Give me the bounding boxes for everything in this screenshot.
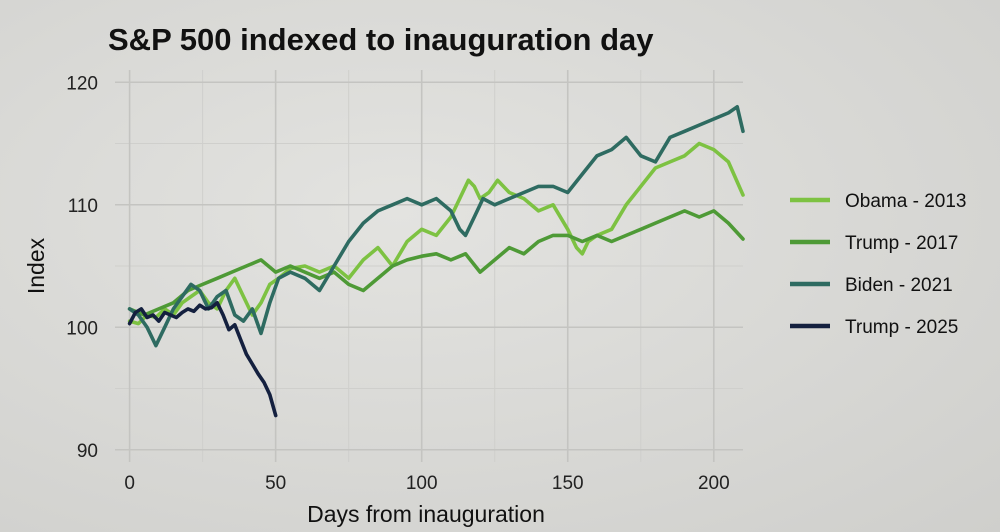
y-tick-label: 120 <box>66 73 98 94</box>
x-tick-label: 150 <box>552 473 584 494</box>
y-tick-label: 100 <box>66 318 98 339</box>
y-tick-label: 110 <box>68 196 98 217</box>
x-tick-label: 0 <box>124 473 135 494</box>
chart-title: S&P 500 indexed to inauguration day <box>108 22 654 57</box>
x-axis-label: Days from inauguration <box>307 501 545 527</box>
series-layer <box>127 105 745 418</box>
legend: Obama - 2013 Trump - 2017 Biden - 2021 Trum… <box>790 191 966 338</box>
legend-label: Trump - 2017 <box>845 233 958 254</box>
legend-label: Obama - 2013 <box>845 191 966 212</box>
x-tick-label: 50 <box>265 473 286 494</box>
x-tick-label: 200 <box>698 473 730 494</box>
legend-label: Trump - 2025 <box>845 317 958 338</box>
y-axis-ticks: 90 100 110 120 <box>66 73 98 462</box>
legend-label: Biden - 2021 <box>845 275 953 296</box>
y-axis-label: Index <box>23 237 49 294</box>
series-line-2 <box>127 209 745 317</box>
x-tick-label: 100 <box>406 473 438 494</box>
x-axis-ticks: 0 50 100 150 200 <box>124 473 729 494</box>
series-line-4 <box>127 300 278 418</box>
y-tick-label: 90 <box>77 441 98 462</box>
series-line-1 <box>127 141 745 326</box>
series-line-3 <box>127 105 745 348</box>
grid <box>115 70 743 462</box>
